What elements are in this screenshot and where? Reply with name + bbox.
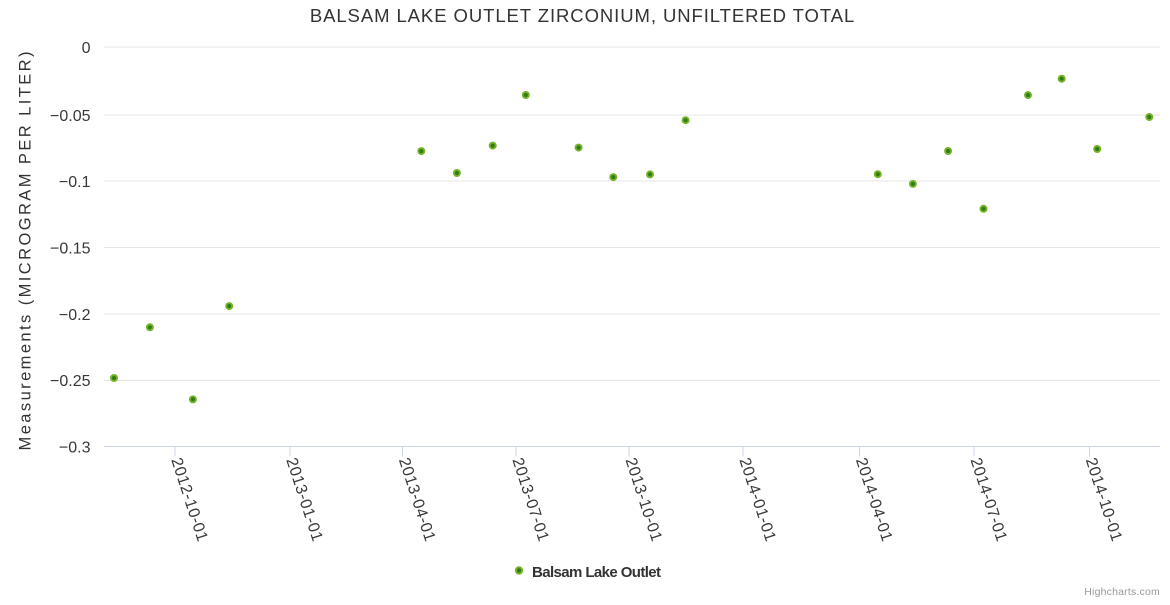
svg-text:2013-01-01: 2013-01-01 (282, 456, 325, 544)
svg-text:−0.15: −0.15 (50, 240, 91, 257)
svg-text:−0.1: −0.1 (59, 174, 91, 191)
svg-text:2013-07-01: 2013-07-01 (508, 456, 551, 544)
svg-text:2014-10-01: 2014-10-01 (1082, 456, 1125, 544)
svg-text:2013-10-01: 2013-10-01 (622, 456, 665, 544)
svg-text:2012-10-01: 2012-10-01 (167, 456, 210, 544)
svg-text:−0.2: −0.2 (59, 307, 91, 324)
svg-text:0: 0 (82, 40, 91, 57)
svg-text:−0.05: −0.05 (50, 108, 91, 125)
svg-text:2014-07-01: 2014-07-01 (967, 456, 1010, 544)
svg-text:−0.25: −0.25 (50, 373, 91, 390)
svg-text:−0.3: −0.3 (59, 439, 91, 456)
svg-text:2014-04-01: 2014-04-01 (852, 456, 895, 544)
svg-text:Highcharts.com: Highcharts.com (1084, 586, 1160, 598)
svg-text:Balsam Lake Outlet: Balsam Lake Outlet (532, 564, 661, 581)
svg-text:2013-04-01: 2013-04-01 (395, 456, 438, 544)
svg-text:2014-01-01: 2014-01-01 (735, 456, 778, 544)
svg-text:BALSAM LAKE OUTLET ZIRCONIUM,: BALSAM LAKE OUTLET ZIRCONIUM, UNFILTERED… (310, 5, 855, 26)
svg-text:Measurements (MICROGRAM PER LI: Measurements (MICROGRAM PER LITER) (16, 49, 34, 450)
